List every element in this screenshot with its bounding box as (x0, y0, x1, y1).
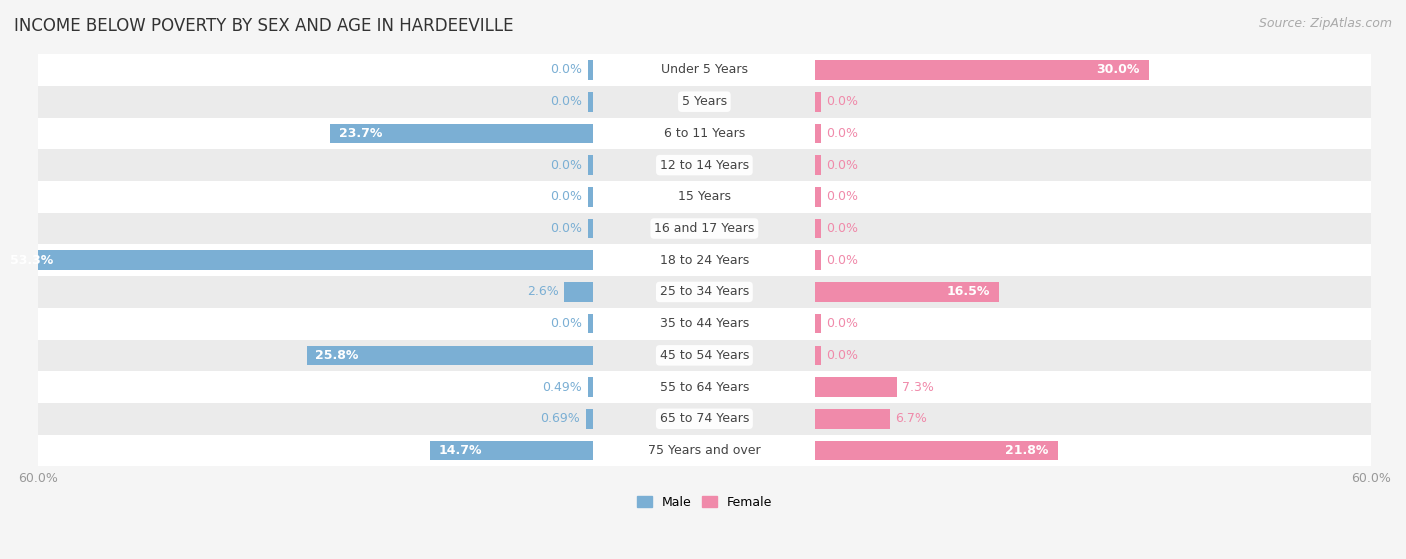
Bar (38, 181, 1371, 212)
Text: 6.7%: 6.7% (896, 413, 928, 425)
Text: 12 to 14 Years: 12 to 14 Years (659, 159, 749, 172)
Bar (330, 124, 593, 143)
Text: 30.0%: 30.0% (1097, 64, 1140, 77)
Bar (815, 409, 890, 429)
Text: 65 to 74 Years: 65 to 74 Years (659, 413, 749, 425)
Bar (38, 244, 1371, 276)
Text: 2.6%: 2.6% (527, 286, 558, 299)
Legend: Male, Female: Male, Female (631, 491, 778, 514)
Bar (38, 371, 1371, 403)
Bar (38, 54, 1371, 86)
Bar (38, 149, 1371, 181)
Text: 0.0%: 0.0% (827, 317, 859, 330)
Bar (588, 219, 593, 238)
Bar (38, 276, 1371, 308)
Bar (588, 92, 593, 112)
Bar (38, 86, 1371, 117)
Text: 45 to 54 Years: 45 to 54 Years (659, 349, 749, 362)
Bar (588, 187, 593, 207)
Text: 0.0%: 0.0% (827, 254, 859, 267)
Text: 5 Years: 5 Years (682, 95, 727, 108)
Bar (815, 155, 821, 175)
Text: Source: ZipAtlas.com: Source: ZipAtlas.com (1258, 17, 1392, 30)
Text: 6 to 11 Years: 6 to 11 Years (664, 127, 745, 140)
Text: 0.0%: 0.0% (827, 222, 859, 235)
Bar (815, 124, 821, 143)
Bar (307, 345, 593, 365)
Text: 21.8%: 21.8% (1005, 444, 1049, 457)
Bar (815, 187, 821, 207)
Text: 0.0%: 0.0% (827, 159, 859, 172)
Text: 0.0%: 0.0% (550, 222, 582, 235)
Text: 0.0%: 0.0% (827, 95, 859, 108)
Text: 14.7%: 14.7% (439, 444, 482, 457)
Text: 7.3%: 7.3% (903, 381, 934, 394)
Text: 0.0%: 0.0% (827, 190, 859, 203)
Text: 0.0%: 0.0% (827, 349, 859, 362)
Bar (1, 250, 593, 270)
Bar (38, 435, 1371, 466)
Text: 0.0%: 0.0% (550, 159, 582, 172)
Bar (564, 282, 593, 302)
Bar (588, 60, 593, 80)
Text: 0.0%: 0.0% (550, 64, 582, 77)
Text: 18 to 24 Years: 18 to 24 Years (659, 254, 749, 267)
Text: INCOME BELOW POVERTY BY SEX AND AGE IN HARDEEVILLE: INCOME BELOW POVERTY BY SEX AND AGE IN H… (14, 17, 513, 35)
Text: 25.8%: 25.8% (315, 349, 359, 362)
Text: 16 and 17 Years: 16 and 17 Years (654, 222, 755, 235)
Text: Under 5 Years: Under 5 Years (661, 64, 748, 77)
Bar (588, 377, 593, 397)
Text: 75 Years and over: 75 Years and over (648, 444, 761, 457)
Text: 55 to 64 Years: 55 to 64 Years (659, 381, 749, 394)
Text: 25 to 34 Years: 25 to 34 Years (659, 286, 749, 299)
Bar (815, 250, 821, 270)
Text: 0.69%: 0.69% (540, 413, 581, 425)
Bar (38, 117, 1371, 149)
Bar (815, 440, 1057, 460)
Bar (38, 403, 1371, 435)
Bar (815, 219, 821, 238)
Bar (815, 92, 821, 112)
Bar (430, 440, 593, 460)
Bar (588, 314, 593, 334)
Bar (38, 339, 1371, 371)
Text: 0.0%: 0.0% (550, 190, 582, 203)
Text: 35 to 44 Years: 35 to 44 Years (659, 317, 749, 330)
Text: 53.3%: 53.3% (10, 254, 53, 267)
Bar (38, 308, 1371, 339)
Bar (588, 155, 593, 175)
Bar (586, 409, 593, 429)
Text: 0.0%: 0.0% (550, 317, 582, 330)
Text: 23.7%: 23.7% (339, 127, 382, 140)
Text: 0.0%: 0.0% (827, 127, 859, 140)
Bar (815, 377, 897, 397)
Text: 16.5%: 16.5% (946, 286, 990, 299)
Text: 15 Years: 15 Years (678, 190, 731, 203)
Bar (815, 60, 1149, 80)
Bar (815, 345, 821, 365)
Bar (815, 282, 998, 302)
Text: 0.0%: 0.0% (550, 95, 582, 108)
Bar (815, 314, 821, 334)
Bar (38, 212, 1371, 244)
Text: 0.49%: 0.49% (543, 381, 582, 394)
